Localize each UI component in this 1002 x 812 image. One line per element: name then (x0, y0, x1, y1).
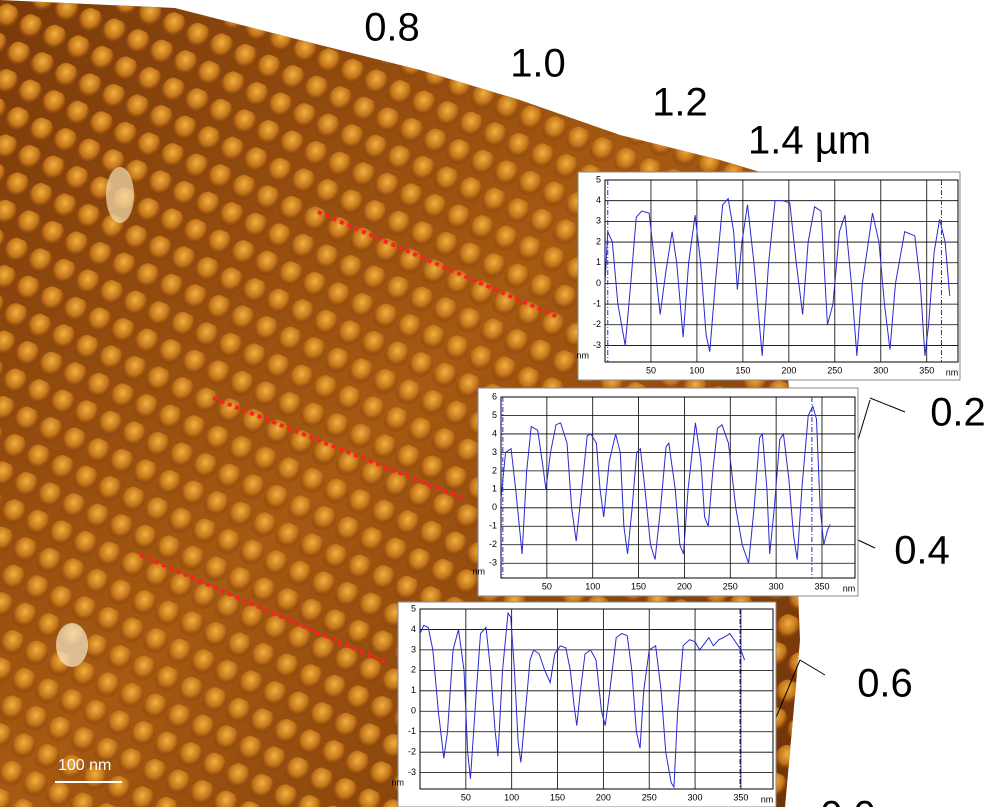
y-tick-label: 1 (411, 685, 416, 695)
y-tick-label: -3 (593, 340, 601, 350)
scale-bar-label: 100 nm (58, 757, 111, 774)
y-tick-label: -3 (489, 558, 497, 568)
x-tick-label: 250 (723, 581, 738, 591)
surface-x-tick: 1.0 (510, 42, 566, 86)
profile-chart: -3 -2 -1 0 1 2 3 4 5 50 100 150 200 250 300 350 nm nm (576, 172, 960, 380)
figure: 0.8 1.0 1.2 1.4 µm 0.2 0.4 0.6 0.0 100 n… (0, 0, 1002, 807)
y-tick-label: -1 (489, 521, 497, 531)
y-tick-label: 0 (596, 278, 601, 288)
profile-chart: -3 -2 -1 0 1 2 3 4 5 6 50 100 150 200 250 300 350 nm nm (472, 388, 858, 596)
y-axis-label: nm (391, 777, 404, 787)
surface-x-tick: 0.8 (364, 6, 420, 50)
x-axis-label: nm (761, 794, 774, 804)
x-tick-label: 300 (873, 365, 888, 375)
y-axis-label: nm (472, 566, 485, 576)
x-tick-label: 100 (585, 581, 600, 591)
y-tick-label: 2 (411, 665, 416, 675)
y-axis-label: nm (576, 350, 589, 360)
y-tick-label: -3 (408, 767, 416, 777)
x-tick-label: 100 (504, 792, 519, 802)
y-tick-label: 3 (492, 447, 497, 457)
y-tick-label: 2 (492, 465, 497, 475)
surface-y-tick: 0.6 (857, 662, 913, 706)
chart-box (398, 602, 776, 807)
x-axis-label: nm (946, 367, 959, 377)
profile-chart: -3 -2 -1 0 1 2 3 4 5 50 100 150 200 250 300 350 nm nm (391, 602, 776, 807)
x-tick-label: 50 (646, 365, 656, 375)
y-tick-label: 3 (411, 644, 416, 654)
x-tick-label: 50 (461, 792, 471, 802)
chart-box (578, 172, 960, 380)
y-tick-label: 5 (411, 603, 416, 613)
x-tick-label: 350 (733, 792, 748, 802)
x-tick-label: 300 (769, 581, 784, 591)
x-tick-label: 150 (550, 792, 565, 802)
x-tick-label: 250 (827, 365, 842, 375)
y-tick-label: -1 (408, 726, 416, 736)
page: {"surface_labels": {"x_ticks": ["0.8", "… (0, 0, 1002, 807)
y-tick-label: 4 (492, 428, 497, 438)
y-tick-label: 0 (411, 706, 416, 716)
y-tick-label: 1 (492, 484, 497, 494)
x-tick-label: 300 (688, 792, 703, 802)
x-tick-label: 50 (542, 581, 552, 591)
x-tick-label: 100 (689, 365, 704, 375)
surface-x-tick: 1.4 µm (748, 119, 871, 163)
chart-box (478, 388, 858, 596)
y-tick-label: -2 (593, 319, 601, 329)
x-tick-label: 200 (781, 365, 796, 375)
y-tick-label: 4 (411, 624, 416, 634)
y-tick-label: 3 (596, 216, 601, 226)
x-tick-label: 200 (677, 581, 692, 591)
surface-y-tick: 0.0 (820, 794, 876, 807)
x-tick-label: 200 (596, 792, 611, 802)
y-tick-label: 5 (492, 410, 497, 420)
x-tick-label: 150 (735, 365, 750, 375)
y-tick-label: 6 (492, 391, 497, 401)
y-tick-label: -2 (489, 539, 497, 549)
surface-y-tick: 0.2 (930, 391, 986, 435)
y-tick-label: 1 (596, 257, 601, 267)
y-tick-label: 0 (492, 502, 497, 512)
x-axis-label: nm (843, 583, 856, 593)
y-tick-label: -2 (408, 747, 416, 757)
surface-x-tick: 1.2 (652, 81, 708, 125)
x-tick-label: 350 (919, 365, 934, 375)
y-tick-label: 5 (596, 174, 601, 184)
x-tick-label: 150 (631, 581, 646, 591)
x-tick-label: 350 (814, 581, 829, 591)
x-tick-label: 250 (642, 792, 657, 802)
surface-y-tick: 0.4 (894, 529, 950, 573)
y-tick-label: -1 (593, 298, 601, 308)
y-tick-label: 2 (596, 236, 601, 246)
y-tick-label: 4 (596, 195, 601, 205)
